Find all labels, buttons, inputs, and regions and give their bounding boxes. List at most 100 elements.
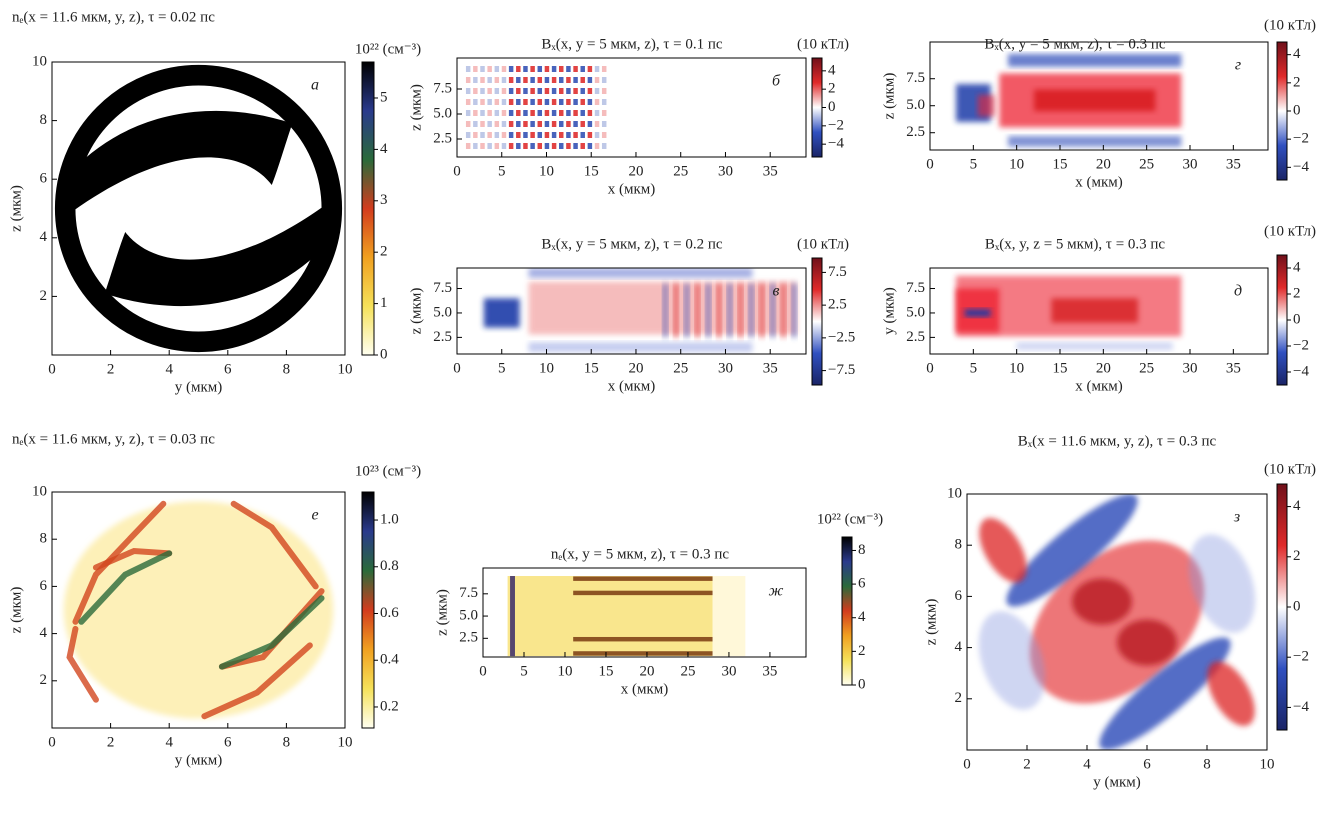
- field-cell: [559, 143, 564, 149]
- field-cell: [573, 143, 578, 149]
- colorbar-tick-label: 0: [858, 676, 866, 692]
- field-cell: [544, 132, 550, 138]
- colorbar-tick-label: 4: [1293, 46, 1301, 62]
- x-tick-label: 6: [224, 734, 232, 750]
- x-tick-label: 0: [453, 360, 461, 376]
- panel-letter: ж: [769, 583, 784, 600]
- field-cell: [587, 88, 593, 94]
- field-cell: [544, 77, 550, 83]
- x-axis-label: y (мкм): [175, 379, 223, 395]
- y-tick-label: 4: [40, 625, 48, 641]
- field-cell: [551, 99, 557, 105]
- field-patch: [1072, 578, 1132, 625]
- field-cell: [594, 121, 600, 127]
- field-cell: [537, 132, 543, 138]
- y-tick-label: 2.5: [906, 329, 925, 345]
- field-cell: [537, 99, 543, 105]
- colorbar-tick-label: −4: [828, 136, 844, 152]
- colorbar-tick-label: 0: [1293, 102, 1301, 118]
- field-cell: [494, 77, 500, 83]
- field-cell: [465, 132, 471, 138]
- field-patch: [1117, 619, 1177, 666]
- field-cell: [573, 99, 578, 105]
- y-tick-label: 10: [32, 53, 47, 69]
- x-tick-label: 15: [1053, 156, 1068, 172]
- field-cell: [516, 77, 521, 83]
- field-crescent: [104, 205, 325, 307]
- plot-frame: [456, 57, 807, 158]
- x-tick-label: 25: [680, 663, 695, 679]
- field-patch: [573, 636, 713, 642]
- colorbar-tick-label: 4: [1293, 498, 1301, 514]
- x-tick-label: 4: [165, 361, 173, 377]
- field-cell: [516, 110, 521, 116]
- field-band: [201, 642, 313, 720]
- field-cell: [551, 132, 557, 138]
- field-cell: [480, 110, 485, 116]
- colorbar-tick-label: 2: [380, 244, 388, 260]
- y-axis-label: z (мкм): [923, 599, 939, 646]
- y-tick-label: 7.5: [459, 585, 478, 601]
- x-axis-label: x (мкм): [621, 681, 669, 697]
- y-tick-label: 8: [40, 531, 48, 547]
- heatmap-bg: [457, 58, 806, 157]
- x-tick-label: 10: [1009, 360, 1024, 376]
- x-tick-label: 2: [1023, 756, 1031, 772]
- field-cell: [537, 110, 543, 116]
- field-patch: [1008, 53, 1182, 67]
- field-cell: [566, 143, 571, 149]
- field-cell: [473, 121, 478, 127]
- y-axis-label: z (мкм): [8, 185, 24, 232]
- colorbar-tick-label: 8: [858, 542, 866, 558]
- field-cell: [480, 99, 485, 105]
- panel-letter: д: [1234, 283, 1242, 300]
- field-cell: [594, 143, 600, 149]
- field-cell: [551, 110, 557, 116]
- colorbar: [361, 491, 375, 729]
- field-cell: [487, 121, 492, 127]
- x-tick-label: 25: [673, 163, 688, 179]
- y-tick-label: 2: [40, 672, 48, 688]
- heatmap-bg: [52, 62, 345, 355]
- colorbar-tick-label: −4: [1293, 159, 1309, 175]
- field-cell: [494, 66, 500, 72]
- panel-letter: з: [1233, 509, 1240, 526]
- y-tick-label: 5.0: [906, 304, 925, 320]
- field-bg: [63, 501, 334, 719]
- field-cell: [473, 88, 478, 94]
- y-tick-label: 6: [40, 578, 48, 594]
- field-cell: [601, 77, 607, 83]
- x-tick-label: 20: [1096, 156, 1111, 172]
- colorbar-tick-label: 2: [1293, 285, 1301, 301]
- field-cell: [487, 99, 492, 105]
- field-cell: [523, 99, 528, 105]
- x-tick-label: 30: [718, 360, 733, 376]
- colorbar-tick-label: 0.8: [380, 558, 399, 574]
- field-cell: [501, 121, 507, 127]
- field-cell: [537, 77, 543, 83]
- colorbar-tick-label: −2: [1293, 337, 1309, 353]
- field-cell: [494, 143, 500, 149]
- field-band: [230, 500, 319, 590]
- field-patch: [1006, 494, 1138, 607]
- field-cell: [566, 66, 571, 72]
- colorbar-tick-label: 0: [1293, 598, 1301, 614]
- field-cell: [480, 143, 485, 149]
- field-cell: [501, 77, 507, 83]
- field-cell: [473, 143, 478, 149]
- plot-frame: [929, 41, 1269, 151]
- x-axis-label: x (мкм): [608, 181, 656, 197]
- chart-title: Bₓ(x, y = 5 мкм, z), τ = 0.3 пс: [984, 36, 1165, 52]
- colorbar-tick-label: 3: [380, 192, 388, 208]
- x-tick-label: 30: [1183, 360, 1198, 376]
- x-tick-label: 5: [970, 360, 978, 376]
- colorbar-tick-label: −2.5: [828, 329, 855, 345]
- colorbar-tick-label: −2: [828, 117, 844, 133]
- field-cell: [537, 88, 543, 94]
- y-tick-label: 2.5: [433, 329, 452, 345]
- field-band: [66, 625, 99, 703]
- field-cell: [551, 77, 557, 83]
- y-tick-label: 5.0: [906, 97, 925, 113]
- field-cell: [594, 99, 600, 105]
